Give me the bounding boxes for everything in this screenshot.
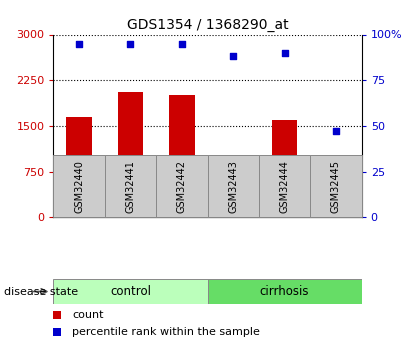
Bar [259,155,310,217]
Point [127,41,134,46]
Bar [323,211,349,217]
Text: GSM32443: GSM32443 [228,160,238,213]
Bar [105,155,156,217]
Bar [66,117,92,217]
Text: GSM32442: GSM32442 [177,160,187,213]
Bar [169,96,195,217]
Text: disease state: disease state [4,287,78,296]
Point [333,129,339,134]
Point [178,41,185,46]
Title: GDS1354 / 1368290_at: GDS1354 / 1368290_at [127,18,289,32]
Text: count: count [72,310,104,320]
Bar [118,92,143,217]
Bar [156,155,208,217]
Bar [53,279,208,304]
Bar [208,155,259,217]
Bar [53,328,61,336]
Point [230,54,237,59]
Bar [310,155,362,217]
Text: GSM32441: GSM32441 [125,160,136,213]
Text: GSM32445: GSM32445 [331,160,341,213]
Bar [220,159,246,217]
Text: control: control [110,285,151,298]
Bar [53,310,61,319]
Bar [53,155,105,217]
Text: cirrhosis: cirrhosis [260,285,309,298]
Point [281,50,288,56]
Point [76,41,82,46]
Bar [272,120,298,217]
Text: GSM32444: GSM32444 [279,160,290,213]
Text: GSM32440: GSM32440 [74,160,84,213]
Text: percentile rank within the sample: percentile rank within the sample [72,327,260,337]
Bar [208,279,362,304]
